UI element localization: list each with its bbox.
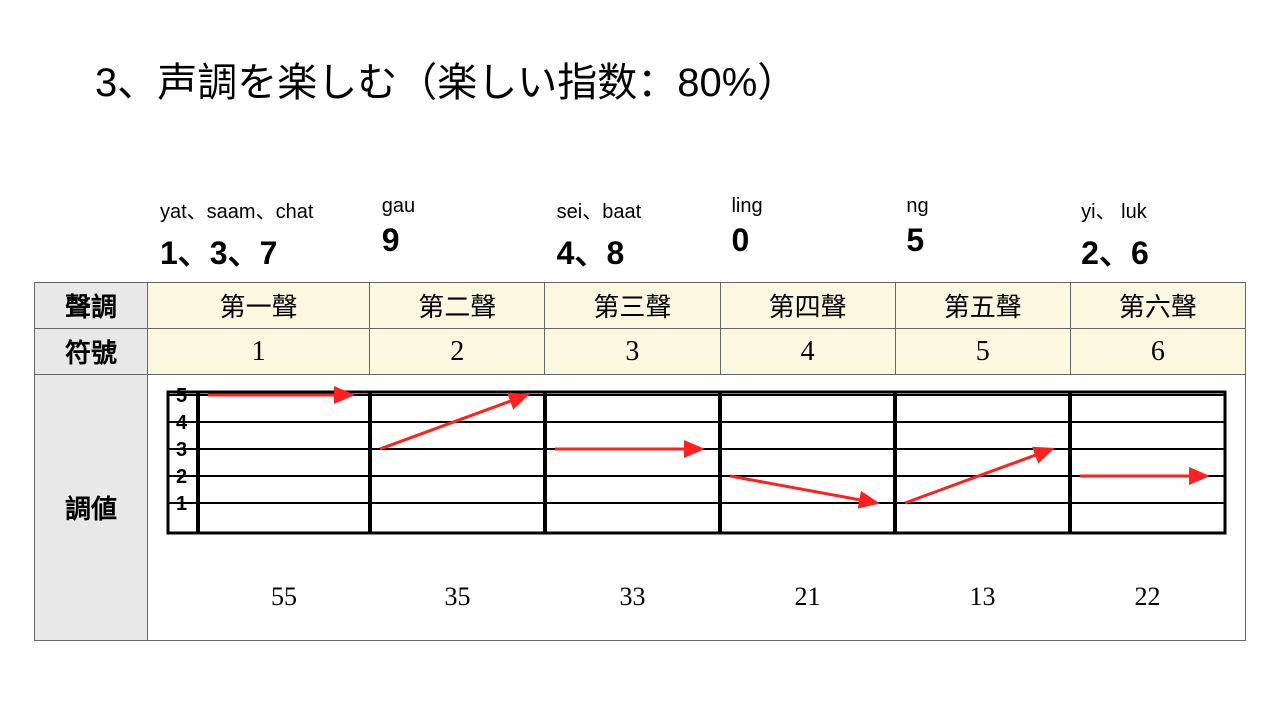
romaji-label: ng [906,195,1071,218]
row-label-symbol: 符號 [35,329,148,375]
romaji-label: sei、baat [557,195,722,224]
tone-value: 13 [970,582,996,611]
symbol-cell: 1 [148,329,370,375]
pitch-level-label: 5 [176,385,187,407]
pitch-level-label: 1 [176,493,187,515]
tone-value: 21 [795,582,821,611]
col-head-3: sei、baat 4、8 [547,195,722,274]
col-head-2: gau 9 [372,195,547,274]
number-label: 9 [382,222,547,259]
row-label-tone: 聲調 [35,283,148,329]
pitch-level-label: 3 [176,439,187,461]
row-label-chart: 調値 [35,375,148,641]
romaji-label: yat、saam、chat [160,195,372,224]
number-label: 4、8 [557,228,722,274]
symbol-cell: 4 [720,329,895,375]
tone-name-cell: 第三聲 [545,283,720,329]
number-label: 1、3、7 [160,228,372,274]
romaji-label: yi、 luk [1081,195,1246,224]
columns-header: yat、saam、chat1、3、7gau9sei、baat4、8ling0ng… [150,195,1246,274]
romaji-label: gau [382,195,547,218]
col-head-4: ling 0 [721,195,896,274]
tone-chart-cell: 12345553533211322 [148,375,1246,641]
page-title: 3、声調を楽しむ（楽しい指数：80%） [95,50,797,108]
tone-name-cell: 第六聲 [1070,283,1245,329]
symbol-cell: 2 [370,329,545,375]
symbol-cell: 6 [1070,329,1245,375]
symbol-cell: 3 [545,329,720,375]
pitch-level-label: 2 [176,466,187,488]
pitch-level-label: 4 [176,412,188,434]
col-head-5: ng 5 [896,195,1071,274]
tone-table: 聲調 第一聲第二聲第三聲第四聲第五聲第六聲 符號 123456 調値 12345… [34,282,1246,641]
tone-value: 22 [1135,582,1161,611]
symbol-cell: 5 [895,329,1070,375]
tone-name-cell: 第二聲 [370,283,545,329]
tone-value: 33 [620,582,646,611]
tone-name-cell: 第一聲 [148,283,370,329]
col-head-1: yat、saam、chat 1、3、7 [150,195,372,274]
number-label: 0 [731,222,896,259]
romaji-label: ling [731,195,896,218]
tone-chart-svg: 12345553533211322 [148,375,1245,635]
tone-name-cell: 第四聲 [720,283,895,329]
tone-name-cell: 第五聲 [895,283,1070,329]
tone-chart: 12345553533211322 [148,375,1245,640]
tone-value: 35 [445,582,471,611]
tone-arrow [730,476,877,503]
tone-value: 55 [271,582,297,611]
number-label: 5 [906,222,1071,259]
number-label: 2、6 [1081,228,1246,274]
col-head-6: yi、 luk 2、6 [1071,195,1246,274]
